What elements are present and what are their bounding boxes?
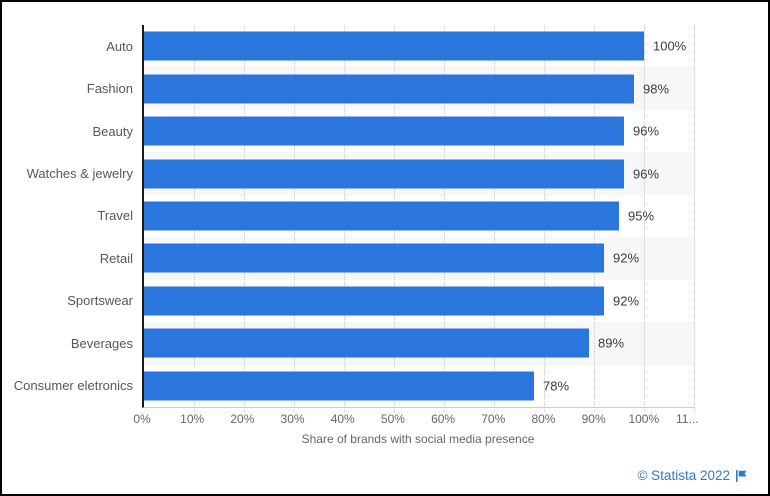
x-tick-label: 40% [330,412,355,426]
bar-row: 96% [144,110,694,152]
x-tick-label: 50% [380,412,405,426]
category-labels: Auto Fashion Beauty Watches & jewelry Travel… [2,25,142,407]
category-label: Beverages [70,335,133,351]
statista-credit-link[interactable]: © Statista 2022 [637,468,748,483]
x-tick-label: 10% [180,412,205,426]
bar [144,159,624,189]
value-label: 89% [597,335,625,351]
x-tick-label: 80% [531,412,556,426]
x-tick-label: 90% [581,412,606,426]
value-label: 95% [628,208,655,224]
credit-text[interactable]: © Statista 2022 [637,468,730,483]
value-label: 98% [643,81,670,97]
bar [144,371,534,401]
value-label: 92% [613,293,640,309]
bar-row: 96% [144,152,694,194]
bar [144,31,644,61]
category-label: Beauty [92,123,133,139]
bar [144,286,604,316]
bar-row: 92% [144,237,694,279]
category-label: Retail [99,250,133,266]
value-label: 78% [543,378,570,394]
x-tick-label: 70% [481,412,506,426]
bar [144,243,604,273]
bar-row: 100% [144,25,694,67]
gridline [644,25,645,412]
bar [144,116,624,146]
category-label: Sportswear [67,293,133,309]
x-tick-label: 60% [431,412,456,426]
bar-row: 98% [144,67,694,109]
bar-row: 95% [144,195,694,237]
value-label: 92% [613,250,640,266]
bar [144,201,619,231]
bar [144,328,589,358]
category-label: Auto [106,38,133,54]
category-label: Travel [97,208,133,224]
flag-icon [736,469,747,482]
x-axis-tick-labels: 0% 10% 20% 30% 40% 50% 60% 70% 80% 90% 100% 11... [133,412,698,427]
x-axis-title: Share of brands with social media presen… [301,432,535,446]
category-label: Consumer eletronics [13,378,133,394]
bar-row: 89% [144,322,694,364]
plot-area: 100% 98% 96% 96% 95% 92% 92% 89% 78% [142,25,695,412]
x-tick-label: 0% [133,412,151,426]
value-label: 96% [633,166,660,182]
x-tick-label: 20% [230,412,255,426]
bar-row: 92% [144,280,694,322]
bar [144,74,634,104]
value-label: 96% [633,123,660,139]
x-tick-label: 11... [676,412,699,426]
x-tick-label: 100% [628,412,660,426]
bar-row: 78% [144,365,694,407]
category-label: Fashion [86,81,133,97]
gridline [694,25,695,412]
x-tick-label: 30% [280,412,305,426]
category-label: Watches & jewelry [26,166,133,182]
value-label: 100% [652,38,687,54]
